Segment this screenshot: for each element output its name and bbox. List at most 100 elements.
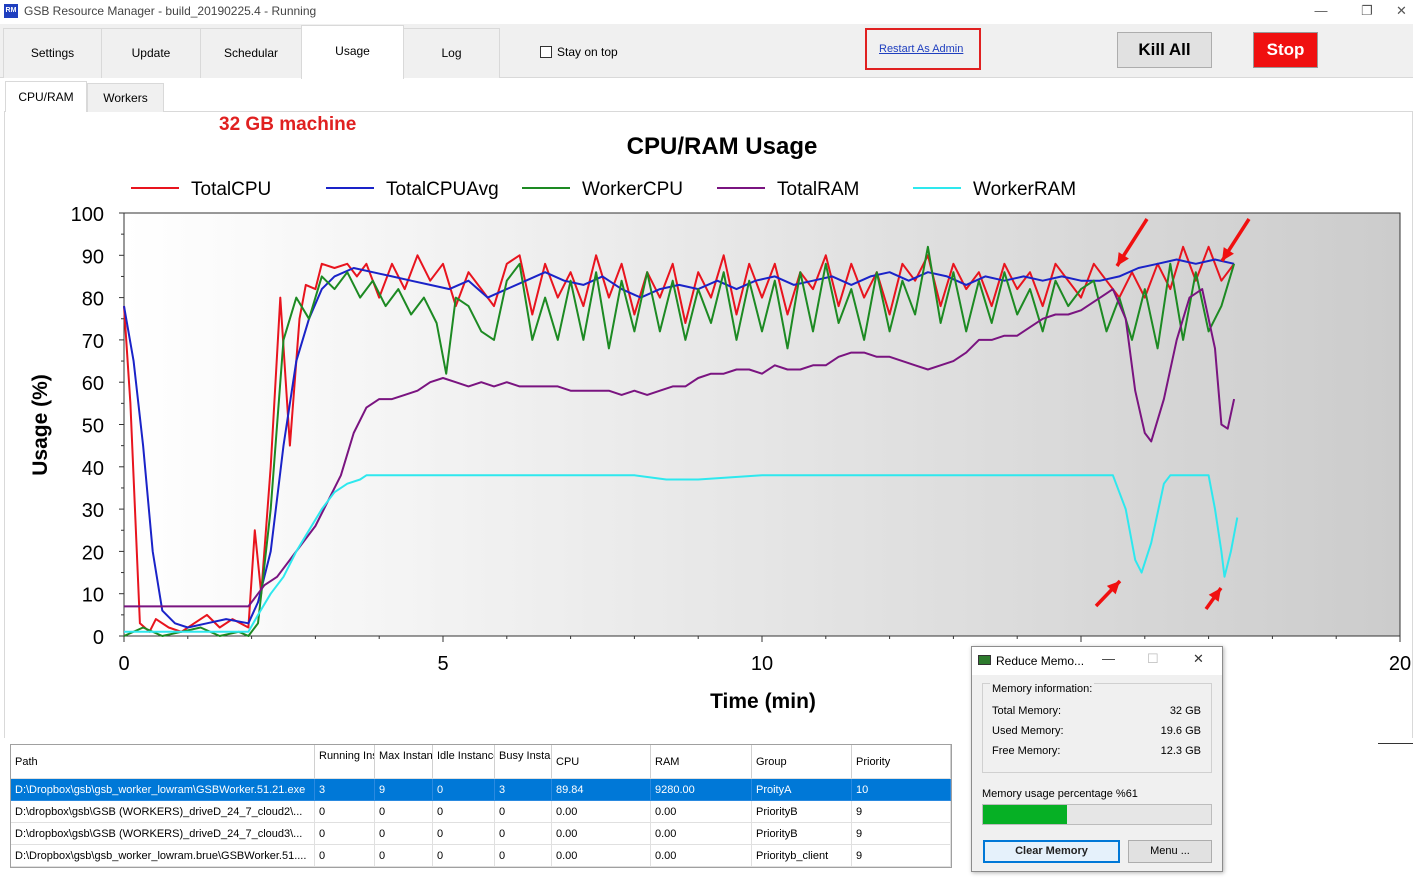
- cell-idle-instances: 0: [433, 801, 495, 823]
- arrow-icon-4-head: [1208, 588, 1221, 602]
- y-tick-label: 20: [82, 542, 104, 564]
- cell-cpu: 89.84: [552, 779, 651, 801]
- cell-busy-instances: 3: [495, 779, 552, 801]
- memory-usage-label: Memory usage percentage %61: [982, 788, 1138, 800]
- column-header-path[interactable]: Path: [11, 745, 315, 779]
- cell-idle-instances: 0: [433, 845, 495, 867]
- cell-group: PriorityB: [752, 823, 852, 845]
- free-memory-value: 12.3 GB: [1160, 745, 1201, 757]
- y-tick-label: 30: [82, 500, 104, 522]
- reduce-maximize-button: ☐: [1147, 651, 1159, 666]
- cell-max-instances: 0: [375, 801, 433, 823]
- table-row[interactable]: D:\Dropbox\gsb\gsb_worker_lowram.brue\GS…: [11, 845, 951, 867]
- cell-priority: 10: [852, 779, 951, 801]
- arrow-icon-1-head: [1117, 252, 1129, 266]
- cell-ram: 0.00: [651, 845, 752, 867]
- plot-area: [123, 212, 1401, 637]
- tab-schedular[interactable]: Schedular: [200, 28, 302, 78]
- cell-path: D:\dropbox\gsb\GSB (WORKERS)_driveD_24_7…: [11, 823, 315, 845]
- table-row[interactable]: D:\Dropbox\gsb\gsb_worker_lowram\GSBWork…: [11, 779, 951, 801]
- stop-button[interactable]: Stop: [1253, 32, 1318, 68]
- y-tick-label: 70: [82, 331, 104, 353]
- memory-info-group: Memory information: Total Memory: 32 GB …: [982, 683, 1212, 773]
- tab-update[interactable]: Update: [101, 28, 201, 78]
- cell-idle-instances: 0: [433, 779, 495, 801]
- subtab-bar: [0, 78, 1413, 112]
- table-row[interactable]: D:\dropbox\gsb\GSB (WORKERS)_driveD_24_7…: [11, 801, 951, 823]
- column-header-ram[interactable]: RAM: [651, 745, 752, 779]
- memory-usage-progress-fill: [983, 805, 1068, 824]
- close-button[interactable]: ✕: [1396, 3, 1407, 18]
- subtab-cpu-ram[interactable]: CPU/RAM: [5, 81, 87, 112]
- cell-running-instances: 3: [315, 779, 375, 801]
- restart-as-admin-link[interactable]: Restart As Admin: [879, 43, 964, 55]
- memory-usage-progress: [982, 804, 1212, 825]
- column-header-idle-instances[interactable]: Idle Instances: [433, 745, 495, 779]
- cell-max-instances: 0: [375, 845, 433, 867]
- y-tick-label: 40: [82, 458, 104, 480]
- table-row[interactable]: D:\dropbox\gsb\GSB (WORKERS)_driveD_24_7…: [11, 823, 951, 845]
- restore-button[interactable]: ❐: [1361, 3, 1373, 18]
- cpu-ram-chart: CPU/RAM Usage Time (min) Usage (%) 0 10 20 30 4…: [29, 133, 1411, 713]
- column-header-priority[interactable]: Priority: [852, 745, 951, 779]
- arrow-icon-2-head: [1222, 247, 1234, 261]
- cell-group: Priorityb_client: [752, 845, 852, 867]
- cell-max-instances: 0: [375, 823, 433, 845]
- x-tick-label: 5: [437, 653, 448, 675]
- cell-busy-instances: 0: [495, 823, 552, 845]
- x-axis-label: Time (min): [710, 690, 816, 713]
- cell-idle-instances: 0: [433, 823, 495, 845]
- memory-chip-icon: [978, 655, 991, 665]
- cell-path: D:\Dropbox\gsb\gsb_worker_lowram.brue\GS…: [11, 845, 315, 867]
- cell-ram: 0.00: [651, 801, 752, 823]
- cell-busy-instances: 0: [495, 845, 552, 867]
- series-line-workerram: [124, 474, 1239, 633]
- cell-priority: 9: [852, 823, 951, 845]
- series-line-workercpu: [123, 245, 1236, 637]
- y-tick-label: 90: [82, 246, 104, 268]
- title-bar: RM GSB Resource Manager - build_20190225…: [0, 0, 1413, 24]
- tab-usage[interactable]: Usage: [301, 25, 404, 79]
- cell-max-instances: 9: [375, 779, 433, 801]
- cell-group: ProityA: [752, 779, 852, 801]
- column-header-cpu[interactable]: CPU: [552, 745, 651, 779]
- reduce-minimize-button[interactable]: —: [1102, 651, 1115, 666]
- stay-on-top-toggle[interactable]: Stay on top: [540, 44, 618, 59]
- column-header-running-instances[interactable]: Running Instances: [315, 745, 375, 779]
- total-memory-value: 32 GB: [1169, 705, 1201, 717]
- tab-log[interactable]: Log: [403, 28, 500, 78]
- legend-label-totalram: TotalRAM: [777, 179, 859, 200]
- tab-settings[interactable]: Settings: [3, 28, 102, 78]
- reduce-memory-window[interactable]: Reduce Memo... — ☐ ✕ Memory information:…: [971, 646, 1223, 872]
- chart-title: CPU/RAM Usage: [627, 133, 818, 160]
- stay-on-top-checkbox[interactable]: [540, 45, 552, 58]
- y-tick-label: 50: [82, 416, 104, 438]
- x-tick-label: 20: [1389, 653, 1411, 675]
- series-line-totalcpuavg: [123, 258, 1235, 629]
- machine-annotation: 32 GB machine: [219, 114, 357, 135]
- reduce-close-button[interactable]: ✕: [1193, 651, 1204, 666]
- cell-running-instances: 0: [315, 845, 375, 867]
- subtab-workers[interactable]: Workers: [87, 83, 164, 112]
- column-header-max-instances[interactable]: Max Instances: [375, 745, 433, 779]
- cell-path: D:\Dropbox\gsb\gsb_worker_lowram\GSBWork…: [11, 779, 315, 801]
- column-header-group[interactable]: Group: [752, 745, 852, 779]
- reduce-memory-titlebar[interactable]: Reduce Memo... — ☐ ✕: [972, 647, 1222, 675]
- y-tick-label: 0: [93, 627, 104, 649]
- column-header-busy-instances[interactable]: Busy Instances: [495, 745, 552, 779]
- menu-button[interactable]: Menu ...: [1128, 840, 1212, 863]
- cell-running-instances: 0: [315, 801, 375, 823]
- memory-info-title: Memory information:: [990, 683, 1095, 695]
- clear-memory-button[interactable]: Clear Memory: [983, 840, 1120, 863]
- kill-all-button[interactable]: Kill All: [1117, 32, 1212, 68]
- legend-label-totalcpuavg: TotalCPUAvg: [386, 179, 499, 200]
- free-memory-label: Free Memory:: [992, 745, 1061, 757]
- y-tick-label: 10: [82, 585, 104, 607]
- stay-on-top-label: Stay on top: [557, 44, 618, 59]
- minimize-button[interactable]: —: [1314, 3, 1328, 18]
- window-title: GSB Resource Manager - build_20190225.4 …: [24, 4, 317, 18]
- reduce-memory-title: Reduce Memo...: [996, 654, 1085, 668]
- x-tick-label: 0: [118, 653, 129, 675]
